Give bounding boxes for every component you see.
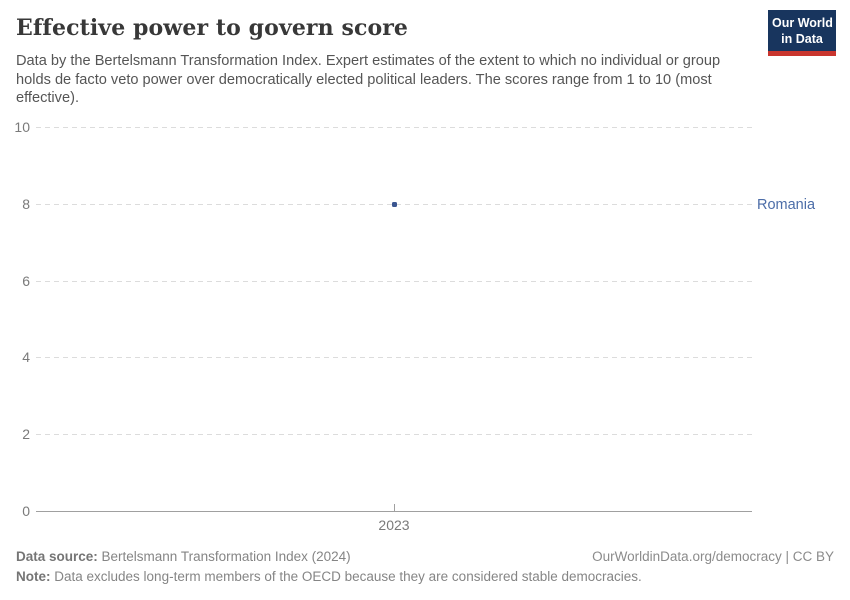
owid-logo-text-line2: in Data <box>781 32 823 46</box>
y-tick-label-6: 6 <box>22 273 30 289</box>
y-tick-label-0: 0 <box>22 503 30 519</box>
footer-note-label: Note: <box>16 569 51 584</box>
x-tick-label-2023: 2023 <box>378 517 410 533</box>
owid-logo-text-line1: Our World <box>772 16 833 30</box>
entity-label-romania[interactable]: Romania <box>757 197 816 213</box>
x-axis-line <box>36 511 752 512</box>
gridline-2 <box>36 434 752 435</box>
footer-source-text[interactable]: Bertelsmann Transformation Index (2024) <box>97 549 351 564</box>
footer-note-row: Note: Data excludes long-term members of… <box>16 569 834 584</box>
gridline-4 <box>36 357 752 358</box>
owid-logo[interactable]: Our World in Data <box>768 10 836 56</box>
footer-source: Data source: Bertelsmann Transformation … <box>16 549 351 564</box>
footer-source-label: Data source: <box>16 549 98 564</box>
x-tick-mark-2023 <box>394 504 395 511</box>
footer-source-row: Data source: Bertelsmann Transformation … <box>16 549 834 564</box>
page-title: Effective power to govern score <box>16 15 409 41</box>
y-tick-label-2: 2 <box>22 426 30 442</box>
footer-note-text: Data excludes long-term members of the O… <box>50 569 642 584</box>
chart-subtitle: Data by the Bertelsmann Transformation I… <box>16 53 721 107</box>
y-tick-label-8: 8 <box>22 196 30 212</box>
y-tick-label-4: 4 <box>22 349 30 365</box>
data-point-romania-2023[interactable] <box>391 201 397 207</box>
footer-rights-link[interactable]: OurWorldinData.org/democracy | CC BY <box>592 549 834 564</box>
gridline-10 <box>36 127 752 128</box>
y-tick-label-10: 10 <box>14 119 30 135</box>
gridline-6 <box>36 281 752 282</box>
